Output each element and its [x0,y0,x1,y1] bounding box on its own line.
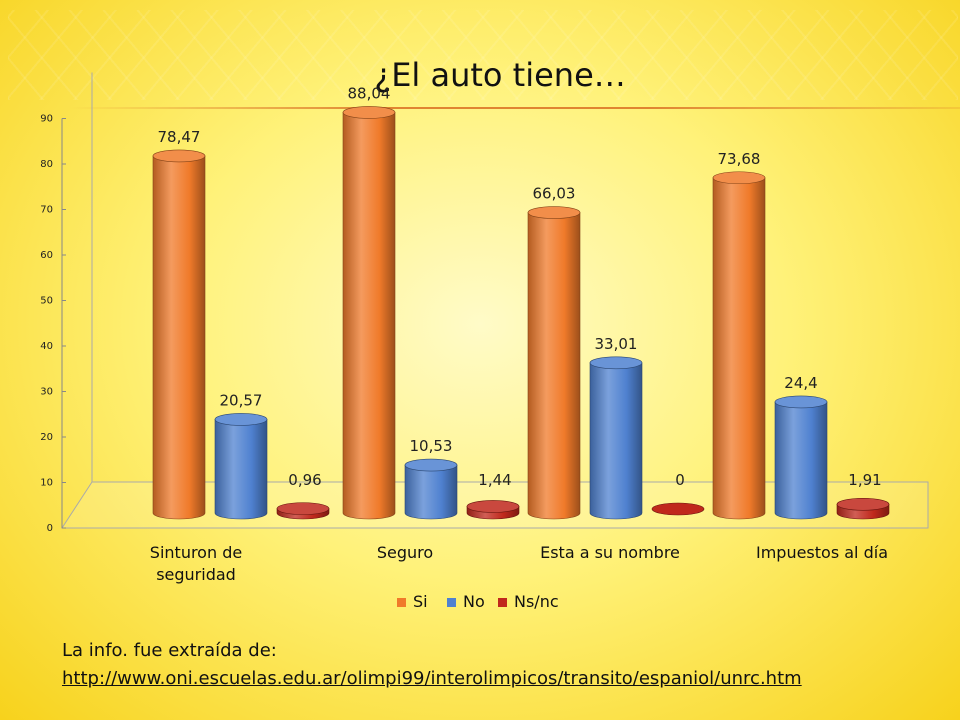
bar-top [152,149,206,163]
y-tick-label: 90 [40,114,53,125]
legend-swatch [397,598,406,607]
data-label: 0 [675,471,685,489]
bar-no-1 [404,464,458,520]
slide-title: ¿El auto tiene… [374,56,626,94]
source-link[interactable]: http://www.oni.escuelas.edu.ar/olimpi99/… [62,668,802,689]
bar-top [836,498,890,511]
bar-si-3 [712,177,766,520]
y-tick-label: 0 [47,523,53,534]
bar-top [527,206,581,219]
bar-top [589,356,643,370]
category-label: Sinturon de [150,543,242,562]
bar-si-0 [152,155,206,520]
category-label: Esta a su nombre [540,543,680,562]
bar-nsnc-2 [651,502,705,516]
data-label: 73,68 [718,150,761,168]
bar-top [214,413,268,426]
y-tick-label: 20 [40,432,53,443]
bar-top [342,106,396,119]
data-label: 33,01 [595,335,638,353]
bar-top [712,171,766,185]
y-tick-label: 50 [40,296,53,307]
bar-top [774,395,828,409]
category-label: seguridad [156,565,236,584]
data-label: 88,04 [348,84,391,102]
legend-label: Si [413,592,428,611]
data-label: 10,53 [410,437,453,455]
y-tick-label: 70 [40,205,53,216]
y-tick-label: 30 [40,387,53,398]
data-label: 66,03 [533,185,576,203]
decorative-pattern [8,10,958,100]
source-label: La info. fue extraída de: [62,640,277,661]
bar-no-0 [214,419,268,520]
bar-top [276,502,330,515]
data-label: 1,91 [848,471,881,489]
data-label: 20,57 [220,391,263,409]
title-divider [70,107,960,109]
category-label: Impuestos al día [756,543,888,562]
bar-si-1 [342,112,396,520]
y-tick-label: 80 [40,159,53,170]
bar-top [404,458,458,472]
y-tick-label: 10 [40,478,53,489]
y-tick-label: 60 [40,250,53,261]
data-label: 24,4 [784,374,817,392]
data-label: 78,47 [158,128,201,146]
bar-no-3 [774,401,828,520]
category-label: Seguro [377,543,433,562]
y-tick-label: 40 [40,341,53,352]
data-label: 0,96 [288,471,321,489]
data-label: 1,44 [478,471,511,489]
legend-swatch [498,598,507,607]
bar-top [466,500,520,513]
bar-si-2 [527,212,581,520]
legend-swatch [447,598,456,607]
bar-no-2 [589,362,643,520]
legend-label: Ns/nc [514,592,559,611]
legend-label: No [463,592,485,611]
